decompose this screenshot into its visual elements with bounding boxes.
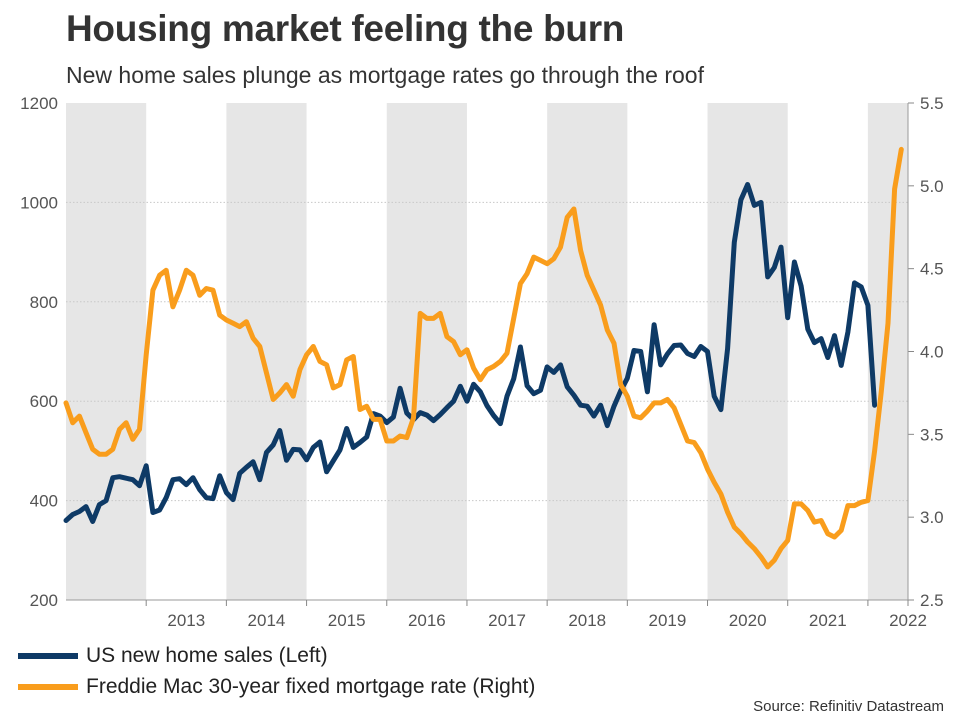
x-tick-2018: 2018 bbox=[568, 611, 606, 630]
x-tick-2022: 2022 bbox=[889, 611, 927, 630]
x-tick-2014: 2014 bbox=[248, 611, 286, 630]
series-line-home-sales bbox=[63, 182, 878, 524]
x-tick-2019: 2019 bbox=[649, 611, 687, 630]
y-right-tick-5.5: 5.5 bbox=[920, 94, 944, 113]
y-left-tick-800: 800 bbox=[30, 293, 58, 312]
x-tick-2021: 2021 bbox=[809, 611, 847, 630]
tick-labels: 200 400 600 800 1000 1200 2.5 3.0 3.5 4.0 4.5 5.0 5.… bbox=[20, 94, 943, 630]
x-tick-2020: 2020 bbox=[729, 611, 767, 630]
year-band-2022 bbox=[867, 103, 908, 600]
x-tick-2013: 2013 bbox=[167, 611, 205, 630]
y-right-tick-3.5: 3.5 bbox=[920, 425, 944, 444]
y-left-tick-1000: 1000 bbox=[20, 193, 58, 212]
y-right-tick-4.5: 4.5 bbox=[920, 260, 944, 279]
legend: US new home sales (Left) Freddie Mac 30-… bbox=[18, 640, 535, 702]
year-band-2020 bbox=[707, 103, 788, 600]
year-band-2012 bbox=[66, 103, 147, 600]
year-band-2016 bbox=[386, 103, 467, 600]
y-left-tick-200: 200 bbox=[30, 591, 58, 610]
legend-swatch-home-sales bbox=[18, 652, 78, 659]
x-tick-2017: 2017 bbox=[488, 611, 526, 630]
x-tick-2016: 2016 bbox=[408, 611, 446, 630]
y-left-tick-600: 600 bbox=[30, 392, 58, 411]
chart-subtitle: New home sales plunge as mortgage rates … bbox=[66, 62, 704, 88]
legend-label-home-sales: US new home sales (Left) bbox=[86, 643, 328, 667]
series-line-mortgage-rate bbox=[63, 146, 904, 570]
y-left-tick-1200: 1200 bbox=[20, 94, 58, 113]
y-right-tick-2.5: 2.5 bbox=[920, 591, 944, 610]
legend-item-home-sales: US new home sales (Left) bbox=[18, 640, 535, 671]
series-lines bbox=[63, 146, 904, 570]
y-right-tick-4.0: 4.0 bbox=[920, 343, 944, 362]
year-band-2014 bbox=[226, 103, 307, 600]
x-tick-2015: 2015 bbox=[328, 611, 366, 630]
y-left-tick-400: 400 bbox=[30, 492, 58, 511]
axes bbox=[66, 102, 914, 606]
year-bands bbox=[66, 103, 908, 600]
legend-item-mortgage-rate: Freddie Mac 30-year fixed mortgage rate … bbox=[18, 671, 535, 702]
y-right-tick-5.0: 5.0 bbox=[920, 177, 944, 196]
y-right-tick-3.0: 3.0 bbox=[920, 508, 944, 527]
source-note: Source: Refinitiv Datastream bbox=[753, 698, 944, 715]
chart-title: Housing market feeling the burn bbox=[66, 8, 625, 49]
legend-label-mortgage-rate: Freddie Mac 30-year fixed mortgage rate … bbox=[86, 674, 536, 698]
legend-swatch-mortgage-rate bbox=[18, 683, 78, 690]
